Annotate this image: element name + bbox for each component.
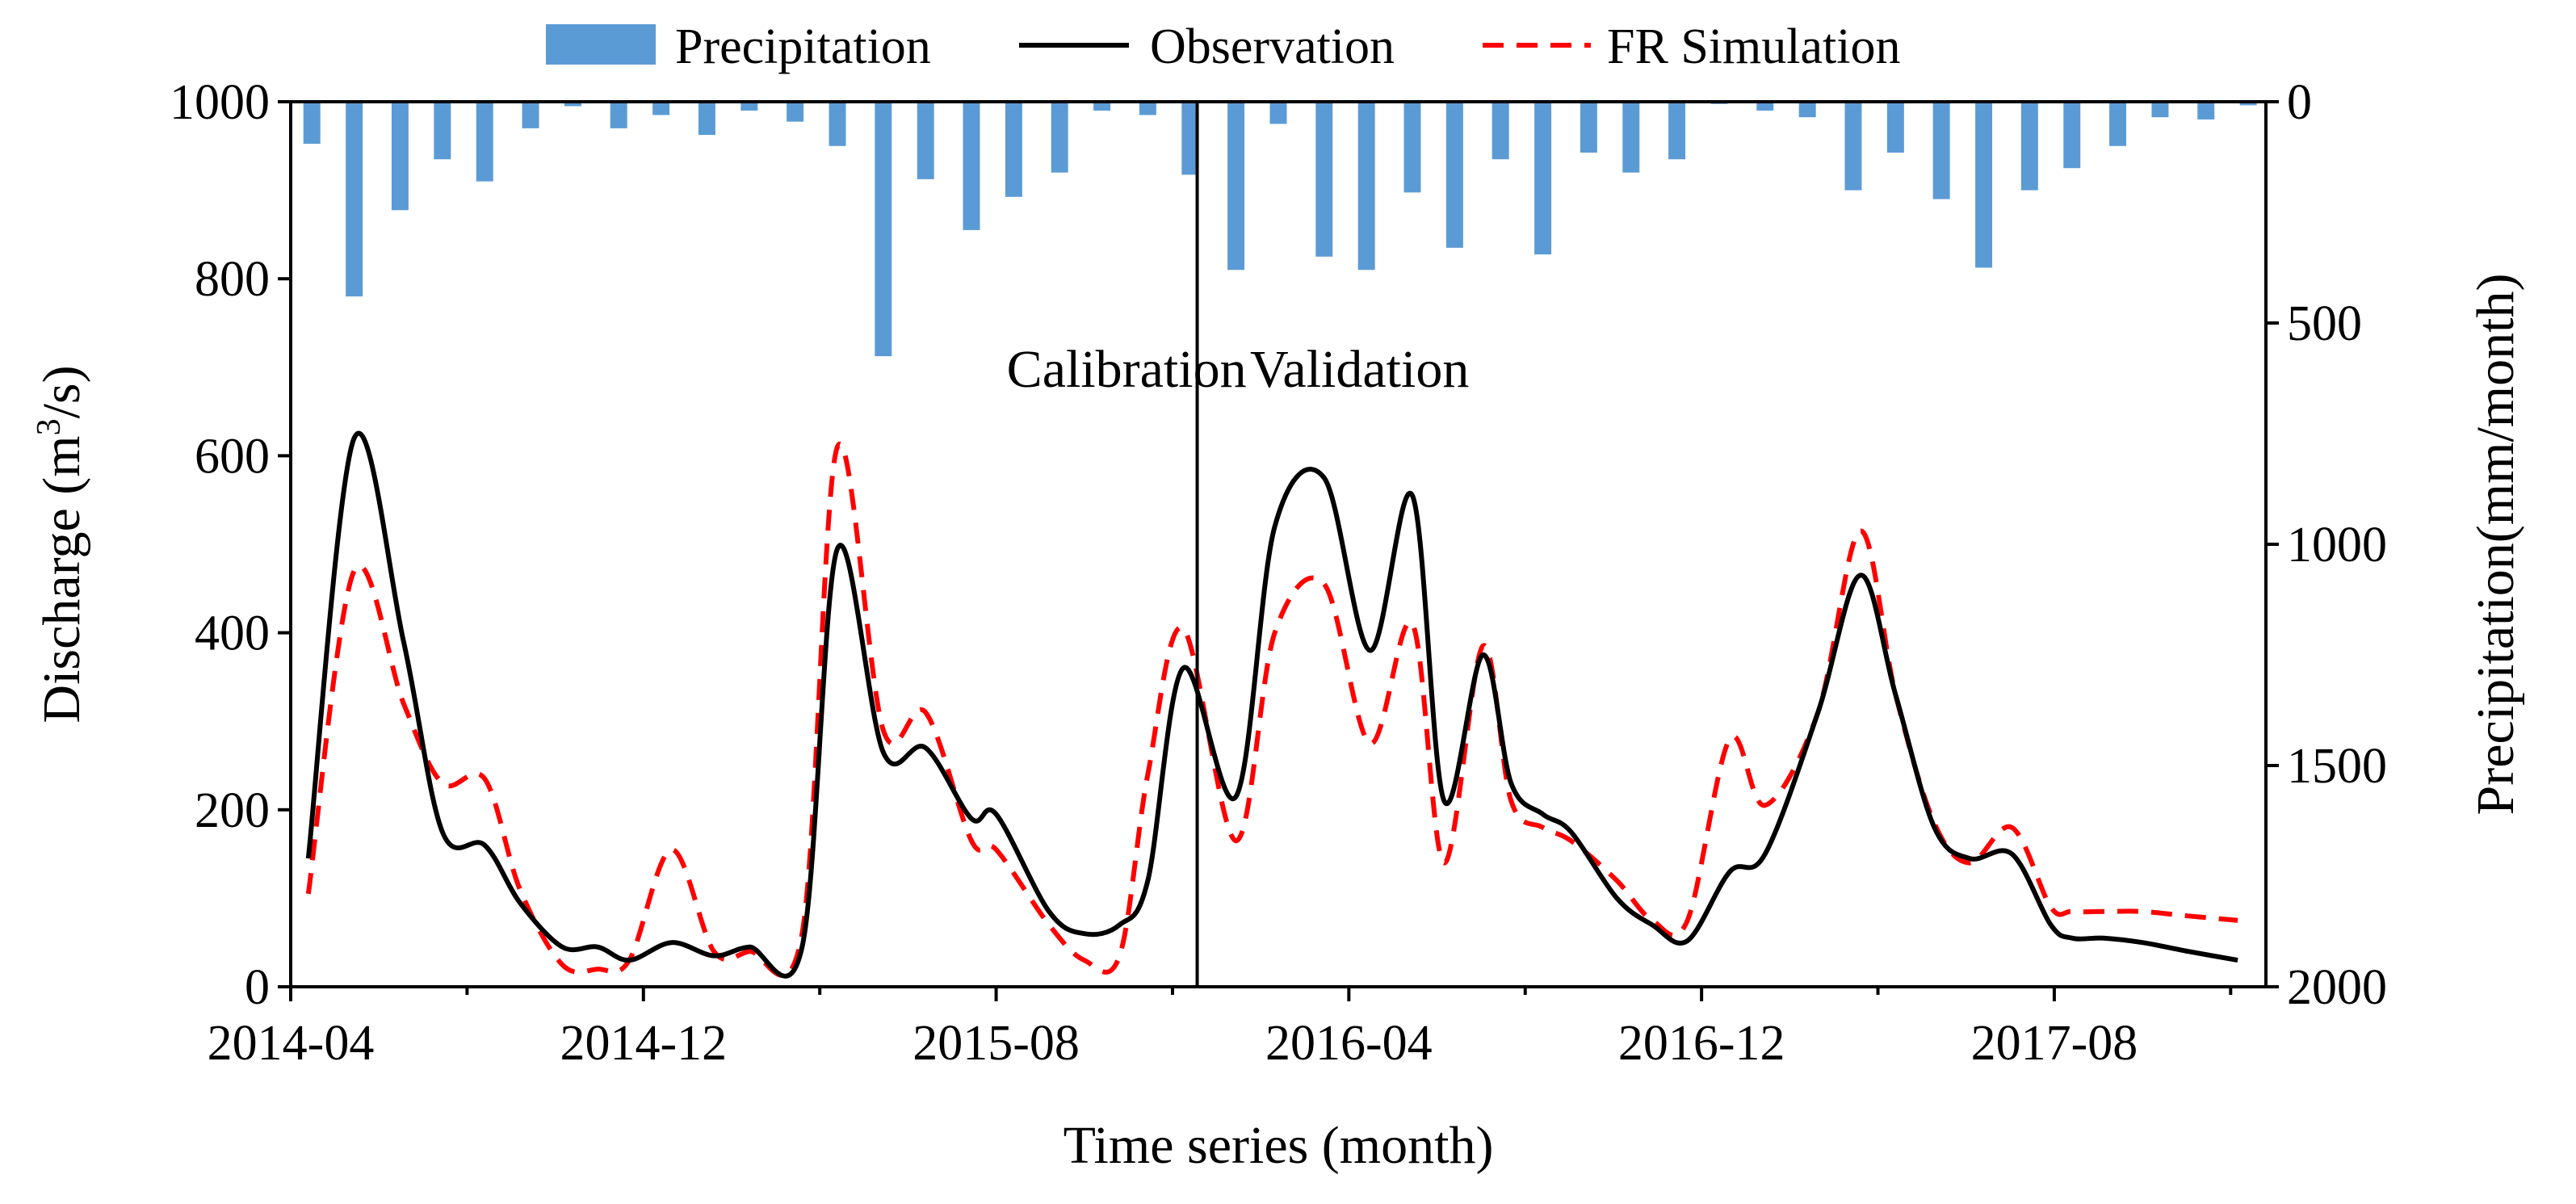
- series-lines: [305, 430, 2238, 979]
- left-axis-title-main: Discharge (m: [32, 435, 91, 723]
- precipitation-bar: [1139, 102, 1156, 115]
- precipitation-bar: [2020, 102, 2038, 191]
- left-tick-label: 1000: [170, 75, 270, 130]
- legend-label-precipitation: Precipitation: [675, 19, 931, 74]
- precipitation-bar: [1534, 102, 1552, 255]
- right-axis-ticks: 0 500 1000 1500 2000: [2266, 75, 2387, 1015]
- precipitation-bar: [391, 102, 409, 211]
- observation-series-line: [305, 430, 2238, 979]
- left-tick-label: 200: [195, 783, 270, 838]
- precipitation-bar: [740, 102, 758, 111]
- x-axis-title: Time series (month): [1064, 1116, 1494, 1175]
- left-axis-title: Discharge (m3/s): [31, 365, 91, 723]
- precipitation-bar: [963, 102, 980, 230]
- precipitation-bar: [434, 102, 451, 160]
- precipitation-bar: [1622, 102, 1640, 173]
- precipitation-bar: [303, 102, 321, 145]
- left-axis-title-sup: 3: [31, 418, 68, 435]
- precipitation-bar: [1403, 102, 1421, 193]
- right-tick-label: 1500: [2287, 739, 2387, 794]
- right-axis-title: Precipitation(mm/month): [2466, 274, 2525, 816]
- precipitation-bar: [2109, 102, 2127, 146]
- x-tick-label: 2017-08: [1971, 1016, 2138, 1071]
- right-tick-label: 0: [2287, 75, 2312, 130]
- precipitation-bar: [2063, 102, 2081, 169]
- precipitation-bar: [698, 102, 715, 136]
- precipitation-bar: [1491, 102, 1509, 160]
- x-tick-label: 2014-04: [208, 1016, 375, 1071]
- right-tick-label: 500: [2287, 296, 2362, 351]
- precipitation-bars: [303, 102, 2257, 357]
- left-tick-label: 800: [195, 252, 270, 307]
- precipitation-bar: [1269, 102, 1287, 124]
- precipitation-bar: [1756, 102, 1774, 111]
- left-axis-ticks: 0 200 400 600 800 1000: [170, 75, 291, 1015]
- left-tick-label: 400: [195, 606, 270, 661]
- precipitation-bar: [1580, 102, 1597, 153]
- precipitation-bar: [476, 102, 493, 182]
- precipitation-bar: [1668, 102, 1686, 160]
- precipitation-bar: [1357, 102, 1375, 271]
- x-tick-label: 2016-12: [1618, 1016, 1785, 1071]
- precipitation-bar: [522, 102, 539, 128]
- precipitation-bar: [917, 102, 934, 179]
- x-axis-ticks: 2014-04 2014-12 2015-08 2016-04 2016-12 2017-…: [208, 987, 2233, 1071]
- annotation-calibration: Calibration: [1007, 340, 1247, 399]
- precipitation-bar: [875, 102, 892, 357]
- precipitation-bar: [1932, 102, 1950, 199]
- precipitation-bar: [1051, 102, 1068, 173]
- x-tick-label: 2015-08: [913, 1016, 1080, 1071]
- precipitation-bar: [610, 102, 627, 128]
- precipitation-bar: [2151, 102, 2169, 118]
- left-tick-label: 600: [195, 429, 270, 484]
- precipitation-bar: [1005, 102, 1022, 197]
- x-tick-label: 2014-12: [560, 1016, 727, 1071]
- x-tick-label: 2016-04: [1265, 1016, 1433, 1071]
- precipitation-bar: [2239, 102, 2257, 106]
- precipitation-bar: [1798, 102, 1816, 118]
- precipitation-bar: [2197, 102, 2215, 120]
- legend: Precipitation Observation FR Simulation: [546, 19, 1900, 74]
- simulation-series-line: [305, 441, 2238, 978]
- precipitation-bar: [829, 102, 846, 146]
- legend-label-simulation: FR Simulation: [1607, 19, 1900, 74]
- precipitation-bar: [346, 102, 363, 297]
- legend-swatch-precipitation: [546, 24, 656, 65]
- precipitation-bar: [787, 102, 804, 122]
- left-axis-title-tail: /s): [32, 365, 91, 418]
- precipitation-bar: [1093, 102, 1111, 111]
- precipitation-bar: [1227, 102, 1245, 271]
- legend-label-observation: Observation: [1150, 19, 1395, 74]
- annotation-validation: Validation: [1250, 340, 1469, 399]
- precipitation-bar: [564, 102, 581, 107]
- precipitation-bar: [652, 102, 670, 115]
- precipitation-bar: [1975, 102, 1993, 268]
- precipitation-bar: [1886, 102, 1904, 153]
- right-tick-label: 1000: [2287, 518, 2387, 573]
- precipitation-bar: [1844, 102, 1862, 191]
- right-tick-label: 2000: [2287, 960, 2387, 1015]
- left-tick-label: 0: [245, 960, 270, 1015]
- precipitation-bar: [1315, 102, 1333, 257]
- precipitation-bar: [1445, 102, 1463, 248]
- precipitation-bar: [1181, 102, 1199, 175]
